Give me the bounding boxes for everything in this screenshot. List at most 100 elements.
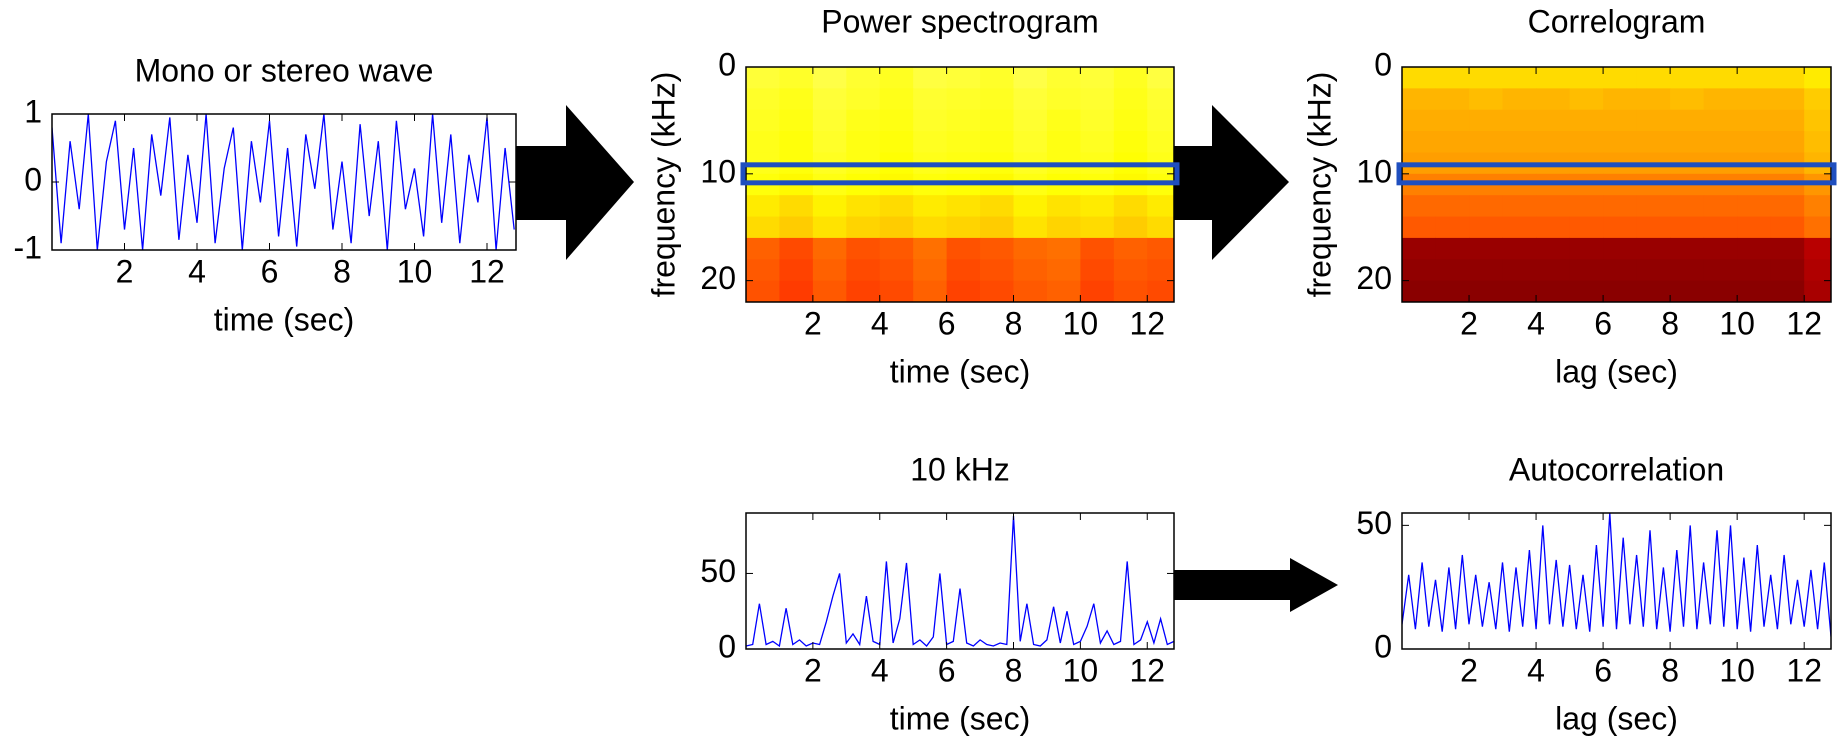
y-tick-label: 0 xyxy=(1374,628,1392,664)
heatmap-cell xyxy=(746,88,780,111)
heatmap-cell xyxy=(1013,67,1048,89)
heatmap-cell xyxy=(879,216,914,239)
y-tick-label: 50 xyxy=(700,553,736,589)
y-tick-label: 0 xyxy=(718,46,736,82)
heatmap-cell xyxy=(1770,237,1805,260)
heatmap-cell xyxy=(1636,131,1671,153)
heatmap-cell xyxy=(1569,280,1604,302)
y-axis-label: frequency (kHz) xyxy=(645,72,681,298)
x-tick-label: 6 xyxy=(261,253,279,289)
heatmap-cell xyxy=(1770,67,1805,89)
heatmap-cell xyxy=(1113,237,1148,260)
heatmap-cell xyxy=(1113,131,1148,153)
heatmap-cell xyxy=(1737,109,1772,132)
heatmap-cell xyxy=(1703,67,1738,89)
heatmap-cell xyxy=(1147,216,1174,239)
data-line xyxy=(52,114,515,250)
heatmap-cell xyxy=(1737,131,1772,153)
heatmap-cell xyxy=(1046,280,1081,302)
heatmap-cell xyxy=(1603,67,1638,89)
heatmap-cell xyxy=(1636,259,1671,282)
heatmap-cell xyxy=(879,237,914,260)
heatmap-cell xyxy=(1113,280,1148,302)
heatmap-cell xyxy=(846,131,881,153)
x-axis-label: time (sec) xyxy=(214,301,354,337)
heatmap-cell xyxy=(946,237,981,260)
x-tick-label: 4 xyxy=(1527,305,1545,341)
heatmap-cell xyxy=(1603,109,1638,132)
heatmap-cell xyxy=(1569,67,1604,89)
heatmap-cell xyxy=(980,280,1014,302)
heatmap-cell xyxy=(1402,67,1437,89)
heatmap-cell xyxy=(1080,109,1115,132)
heatmap-cell xyxy=(1770,216,1805,239)
x-tick-label: 12 xyxy=(1786,652,1822,688)
arrow xyxy=(1174,105,1289,260)
heatmap-cell xyxy=(846,216,881,239)
heatmap-cell xyxy=(746,280,780,302)
heatmap-cell xyxy=(1147,237,1174,260)
heatmap-cell xyxy=(879,195,914,218)
heatmap-cell xyxy=(1569,216,1604,239)
heatmap-cell xyxy=(1770,109,1805,132)
y-tick-label: 1 xyxy=(24,93,42,129)
x-tick-label: 2 xyxy=(804,652,822,688)
heatmap-cell xyxy=(846,280,881,302)
x-tick-label: 4 xyxy=(1527,652,1545,688)
heatmap-cell xyxy=(1536,131,1571,153)
heatmap-cell xyxy=(1536,280,1571,302)
x-axis-label: time (sec) xyxy=(890,353,1030,389)
heatmap-cell xyxy=(1469,280,1504,302)
heatmap-cell xyxy=(1804,88,1831,111)
heatmap-cell xyxy=(879,67,914,89)
heatmap-cell xyxy=(1569,109,1604,132)
x-tick-label: 8 xyxy=(1661,305,1679,341)
heatmap-cell xyxy=(746,109,780,132)
heatmap-cell xyxy=(846,67,881,89)
heatmap-cell xyxy=(1046,216,1081,239)
y-tick-label: 20 xyxy=(1356,260,1392,296)
heatmap-cell xyxy=(1080,195,1115,218)
x-tick-label: 6 xyxy=(1594,652,1612,688)
heatmap-cell xyxy=(1502,216,1537,239)
heatmap-cell xyxy=(1703,109,1738,132)
heatmap-cell xyxy=(1502,237,1537,260)
x-tick-label: 6 xyxy=(938,305,956,341)
heatmap-cell xyxy=(946,195,981,218)
heatmap-cell xyxy=(1804,131,1831,153)
heatmap-cell xyxy=(1402,259,1437,282)
heatmap-cell xyxy=(980,259,1014,282)
heatmap-cell xyxy=(1147,67,1174,89)
heatmap-cell xyxy=(1046,237,1081,260)
heatmap-cell xyxy=(1737,216,1772,239)
heatmap-cell xyxy=(746,67,780,89)
heatmap-cell xyxy=(1536,216,1571,239)
heatmap-cell xyxy=(946,216,981,239)
heatmap-cell xyxy=(1670,67,1705,89)
chart-title: Autocorrelation xyxy=(1509,451,1724,487)
y-tick-label: 50 xyxy=(1356,505,1392,541)
x-tick-label: 10 xyxy=(1719,652,1755,688)
heatmap-cell xyxy=(1080,131,1115,153)
heatmap-cell xyxy=(1703,259,1738,282)
heatmap-cell xyxy=(779,195,814,218)
y-tick-label: -1 xyxy=(14,229,42,265)
heatmap-cell xyxy=(1569,259,1604,282)
heatmap-cell xyxy=(779,237,814,260)
y-tick-label: 10 xyxy=(1356,153,1392,189)
heatmap-cell xyxy=(1703,237,1738,260)
heatmap-cell xyxy=(1013,280,1048,302)
heatmap-cell xyxy=(1147,88,1174,111)
heatmap-cell xyxy=(913,280,948,302)
heatmap-cell xyxy=(1636,216,1671,239)
y-tick-label: 0 xyxy=(718,628,736,664)
arrow xyxy=(516,105,634,260)
heatmap-cell xyxy=(946,88,981,111)
heatmap-cell xyxy=(1435,237,1470,260)
heatmap-cell xyxy=(980,195,1014,218)
heatmap-cell xyxy=(1636,109,1671,132)
heatmap-cell xyxy=(1469,67,1504,89)
x-tick-label: 8 xyxy=(333,253,351,289)
heatmap-cell xyxy=(1670,109,1705,132)
heatmap-cell xyxy=(1670,216,1705,239)
